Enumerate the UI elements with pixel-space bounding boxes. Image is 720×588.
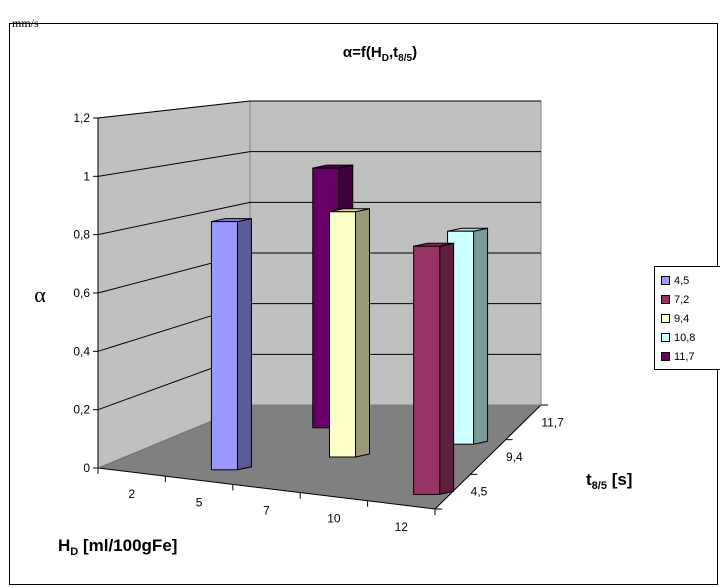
x-tick-label: 2 — [128, 487, 135, 501]
legend-label: 9,4 — [674, 313, 690, 325]
legend-label: 4,5 — [674, 275, 690, 287]
bar-4,5 — [210, 217, 252, 471]
x-axis-label-unit: [ml/100gFe] — [78, 536, 177, 555]
x-tick-label: 10 — [327, 512, 341, 526]
legend-item-10,8: 10,8 — [661, 332, 695, 344]
y-tick-label: 1,2 — [73, 111, 90, 125]
y-tick-label: 0,2 — [73, 403, 90, 417]
chart-legend: 4,5 7,2 9,4 10,8 11,7 — [654, 266, 720, 370]
bar-front — [210, 221, 238, 471]
x-tick-label: 7 — [263, 504, 270, 518]
z-axis-label-unit: [s] — [607, 470, 633, 489]
z-axis-label: t8/5 [s] — [586, 470, 632, 492]
gridline-left — [97, 100, 251, 119]
bar-9,4 — [329, 208, 370, 458]
page-header-fragment: mm/s — [12, 16, 39, 30]
y-tick-label: 0,4 — [73, 344, 90, 358]
legend-swatch — [661, 313, 670, 323]
z-axis-label-main: t — [586, 470, 592, 489]
y-tick-label: 0 — [83, 461, 90, 475]
bar-7,2 — [413, 242, 455, 496]
legend-label: 11,7 — [674, 351, 695, 363]
x-tick-label: 5 — [196, 495, 203, 509]
gridline-left — [97, 201, 251, 236]
gridline-left — [97, 151, 251, 177]
bar-side — [236, 217, 252, 471]
x-axis-label-sub: D — [70, 546, 78, 558]
y-tick-label: 0,6 — [73, 286, 90, 300]
title-sub1: D — [382, 53, 389, 64]
chart-labels: 00,20,40,60,811,225710124,59,411,7α=f(HD… — [34, 44, 632, 558]
x-tick-label: 12 — [395, 520, 409, 534]
z-tick-label: 11,7 — [541, 415, 564, 429]
x-axis-label-main: H — [58, 536, 70, 555]
z-tick-label: 9,4 — [506, 450, 523, 464]
title-sub2: 8/5 — [398, 53, 412, 64]
legend-swatch — [661, 332, 670, 342]
y-tick-label: 1 — [83, 169, 90, 183]
title-eq: =f(H — [352, 44, 382, 61]
legend-swatch — [661, 275, 670, 285]
title-symbol: α — [343, 44, 353, 61]
legend-swatch — [661, 294, 670, 304]
bar-side — [355, 208, 370, 458]
chart-title: α=f(HD,t8/5) — [343, 44, 417, 64]
bar-front — [329, 211, 356, 458]
title-comma: ,t — [389, 44, 398, 61]
legend-label: 10,8 — [674, 332, 696, 344]
legend-label: 7,2 — [674, 294, 690, 306]
bar-side — [439, 242, 455, 496]
bar-front — [413, 245, 441, 495]
title-close: ) — [412, 44, 417, 61]
bar-side — [473, 227, 489, 445]
legend-swatch — [661, 351, 670, 361]
z-tick-label: 4,5 — [471, 485, 488, 499]
y-axis-label: α — [34, 282, 46, 307]
z-axis-label-sub: 8/5 — [592, 480, 607, 492]
legend-item-4,5: 4,5 — [661, 275, 689, 287]
chart-bars — [210, 164, 489, 496]
y-tick-label: 0,8 — [73, 228, 90, 242]
legend-item-9,4: 9,4 — [661, 313, 689, 325]
legend-item-11,7: 11,7 — [661, 351, 695, 363]
chart-ticks — [93, 117, 548, 515]
legend-item-7,2: 7,2 — [661, 294, 689, 306]
x-axis-label: HD [ml/100gFe] — [58, 536, 177, 558]
